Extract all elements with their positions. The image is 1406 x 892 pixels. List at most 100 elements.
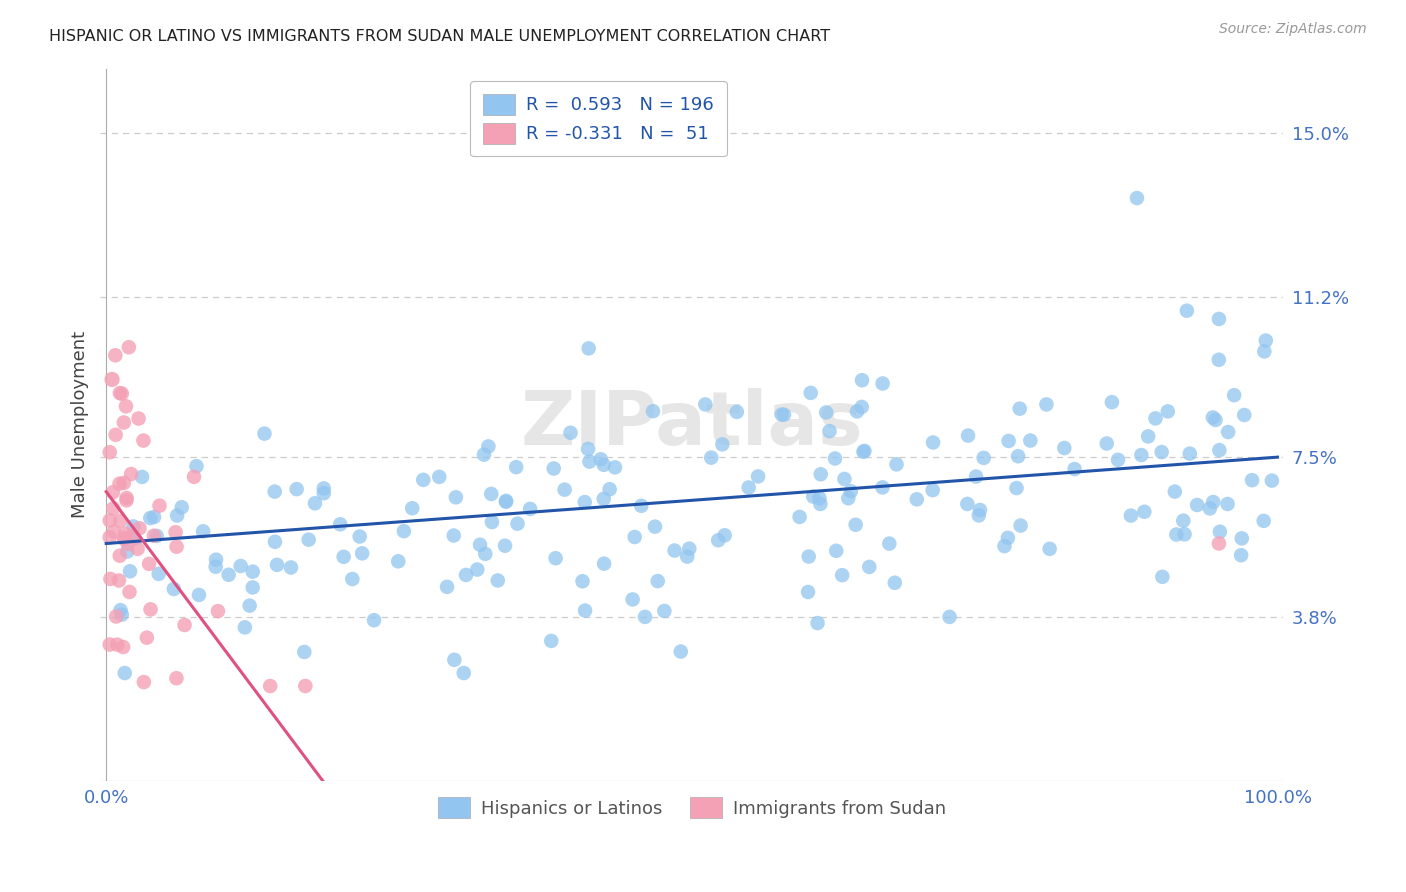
Point bbox=[808, 497, 831, 511]
Point bbox=[1008, 401, 1031, 416]
Point bbox=[139, 511, 162, 525]
Point bbox=[233, 620, 256, 634]
Point bbox=[165, 525, 187, 540]
Point bbox=[170, 500, 193, 515]
Point bbox=[853, 443, 876, 458]
Point bbox=[135, 631, 157, 645]
Point bbox=[1261, 474, 1284, 488]
Point bbox=[1230, 532, 1253, 546]
Point bbox=[111, 607, 134, 622]
Point bbox=[540, 634, 562, 648]
Point bbox=[1185, 498, 1208, 512]
Point bbox=[122, 519, 145, 533]
Point bbox=[770, 408, 793, 422]
Point bbox=[142, 529, 165, 543]
Point bbox=[114, 531, 136, 545]
Point bbox=[117, 537, 139, 551]
Point bbox=[120, 467, 142, 481]
Point bbox=[292, 645, 315, 659]
Point bbox=[578, 342, 600, 356]
Point bbox=[818, 424, 841, 438]
Point bbox=[837, 491, 859, 506]
Point bbox=[105, 638, 128, 652]
Point bbox=[118, 585, 141, 599]
Point bbox=[669, 644, 692, 658]
Point bbox=[789, 509, 811, 524]
Point bbox=[634, 610, 657, 624]
Point bbox=[204, 559, 226, 574]
Y-axis label: Male Unemployment: Male Unemployment bbox=[72, 331, 89, 518]
Point bbox=[797, 549, 820, 564]
Point bbox=[1126, 191, 1149, 205]
Point bbox=[104, 348, 127, 362]
Point bbox=[139, 602, 162, 616]
Point bbox=[1216, 497, 1239, 511]
Point bbox=[105, 609, 128, 624]
Point bbox=[114, 666, 136, 681]
Point bbox=[967, 508, 990, 523]
Point bbox=[145, 529, 167, 543]
Point bbox=[118, 564, 141, 578]
Point bbox=[519, 502, 541, 516]
Point bbox=[592, 491, 614, 506]
Point bbox=[883, 575, 905, 590]
Point bbox=[298, 533, 321, 547]
Point bbox=[1164, 484, 1187, 499]
Point bbox=[834, 472, 856, 486]
Point bbox=[654, 604, 676, 618]
Point bbox=[495, 495, 517, 509]
Point bbox=[905, 492, 928, 507]
Point bbox=[148, 566, 170, 581]
Point bbox=[128, 411, 150, 425]
Point bbox=[879, 536, 901, 550]
Point bbox=[124, 531, 146, 545]
Point bbox=[263, 484, 285, 499]
Point bbox=[108, 549, 131, 563]
Point bbox=[98, 530, 121, 544]
Point bbox=[1198, 501, 1220, 516]
Point bbox=[114, 526, 136, 541]
Point bbox=[623, 530, 645, 544]
Point bbox=[872, 480, 894, 494]
Point bbox=[647, 574, 669, 588]
Point bbox=[846, 404, 869, 418]
Point bbox=[165, 671, 187, 685]
Point bbox=[921, 483, 943, 498]
Point bbox=[747, 469, 769, 483]
Point bbox=[1253, 344, 1275, 359]
Point bbox=[495, 493, 517, 508]
Point bbox=[806, 616, 828, 631]
Point bbox=[1178, 447, 1201, 461]
Point bbox=[101, 485, 124, 500]
Point bbox=[436, 580, 458, 594]
Point bbox=[1205, 413, 1227, 427]
Point bbox=[571, 574, 593, 589]
Point bbox=[186, 459, 208, 474]
Point bbox=[453, 666, 475, 681]
Point bbox=[592, 458, 614, 472]
Point bbox=[800, 385, 823, 400]
Point bbox=[505, 460, 527, 475]
Point bbox=[229, 559, 252, 574]
Point bbox=[801, 490, 824, 504]
Point bbox=[98, 638, 121, 652]
Point bbox=[173, 618, 195, 632]
Point bbox=[427, 470, 450, 484]
Point bbox=[108, 386, 131, 401]
Point bbox=[118, 340, 141, 354]
Point bbox=[1173, 514, 1195, 528]
Point bbox=[112, 416, 135, 430]
Point bbox=[98, 445, 121, 459]
Point bbox=[1130, 448, 1153, 462]
Point bbox=[280, 560, 302, 574]
Point bbox=[574, 603, 596, 617]
Point bbox=[479, 487, 502, 501]
Point bbox=[115, 544, 138, 558]
Point bbox=[815, 405, 838, 419]
Point bbox=[104, 427, 127, 442]
Point bbox=[711, 437, 734, 451]
Point bbox=[1230, 548, 1253, 562]
Point bbox=[700, 450, 723, 465]
Point bbox=[101, 372, 124, 386]
Point bbox=[312, 486, 335, 500]
